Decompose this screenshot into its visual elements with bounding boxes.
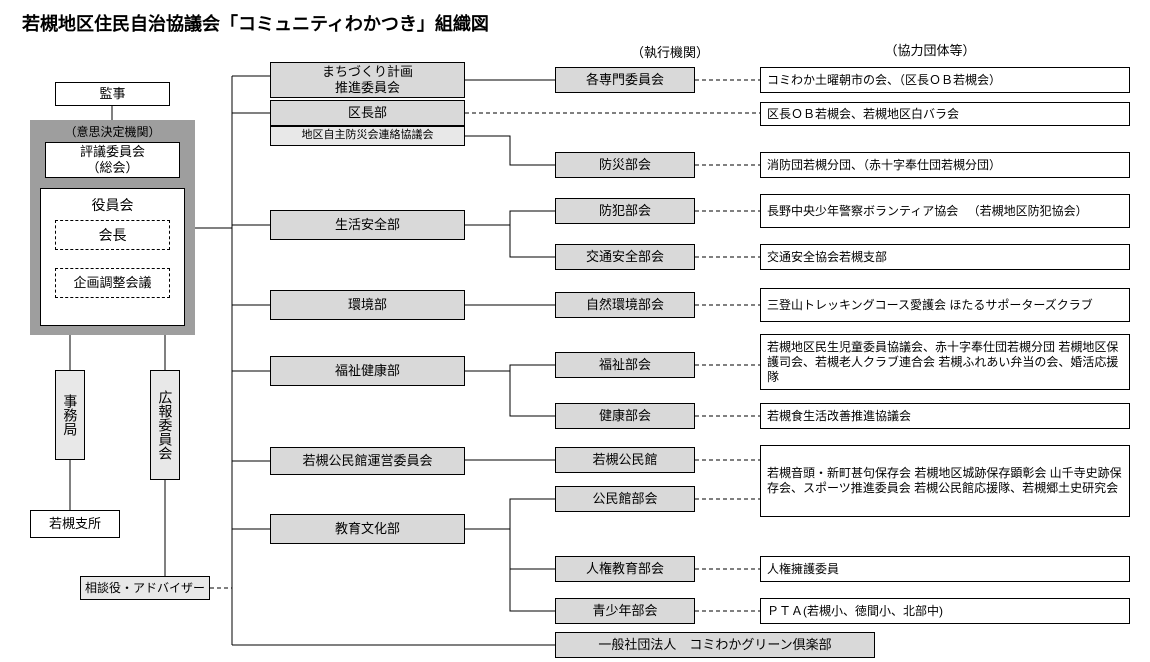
header-exec: （執行機関）: [610, 42, 730, 61]
kikaku-box: 企画調整会議: [55, 268, 170, 298]
coop-2: 区長ＯＢ若槻会、若槻地区白バラ会: [760, 102, 1130, 126]
comm-bousai: 防災部会: [555, 152, 695, 178]
comm-jinken: 人権教育部会: [555, 556, 695, 582]
coop-5: 交通安全協会若槻支部: [760, 244, 1130, 270]
comm-senmon: 各専門委員会: [555, 67, 695, 93]
dept-machizukuri: まちづくり計画 推進委員会: [270, 62, 465, 98]
comm-kenko: 健康部会: [555, 403, 695, 429]
header-decision: （意思決定機関）: [50, 123, 175, 140]
page-title: 若槻地区住民自治協議会「コミュニティわかつき」組織図: [22, 10, 489, 36]
coop-4: 長野中央少年警察ボランティア協会 （若槻地区防犯協会）: [760, 194, 1130, 228]
bottom-corp: 一般社団法人 コミわかグリーン倶楽部: [555, 632, 875, 658]
dept-seikatsu: 生活安全部: [270, 210, 465, 240]
comm-kotsu: 交通安全部会: [555, 244, 695, 270]
coop-8: 若槻食生活改善推進協議会: [760, 403, 1130, 429]
dept-kucho: 区長部: [270, 100, 465, 126]
advisor-box: 相談役・アドバイザー: [80, 576, 210, 600]
coop-11: ＰＴＡ(若槻小、徳間小、北部中): [760, 598, 1130, 624]
dept-kankyo: 環境部: [270, 290, 465, 320]
dept-bousai-sub: 地区自主防災会連絡協議会: [270, 126, 465, 146]
coop-7: 若槻地区民生児童委員協議会、赤十字奉仕団若槻分団 若槻地区保護司会、若槻老人クラ…: [760, 334, 1130, 390]
dept-kyoiku: 教育文化部: [270, 514, 465, 544]
comm-shizen: 自然環境部会: [555, 292, 695, 318]
jimu-box: 事務局: [55, 370, 85, 460]
shisho-box: 若槻支所: [30, 510, 120, 538]
coop-10: 人権擁護委員: [760, 556, 1130, 582]
comm-bouhan: 防犯部会: [555, 198, 695, 224]
kaicho-box: 会長: [55, 220, 170, 250]
kanji-box: 監事: [55, 82, 170, 106]
coop-1: コミわか土曜朝市の会、（区長ＯＢ若槻会）: [760, 67, 1130, 93]
comm-kominkan-bu: 公民館部会: [555, 486, 695, 512]
coop-6: 三登山トレッキングコース愛護会 ほたるサポーターズクラブ: [760, 288, 1130, 322]
coop-3: 消防団若槻分団、（赤十字奉仕団若槻分団）: [760, 152, 1130, 178]
yakuin-label: 役員会: [40, 195, 185, 215]
hyogi-box: 評議委員会 （総会）: [45, 142, 180, 178]
comm-fukushi: 福祉部会: [555, 352, 695, 378]
comm-kominkan: 若槻公民館: [555, 447, 695, 473]
dept-fukushi: 福祉健康部: [270, 356, 465, 386]
dept-kominkan-unei: 若槻公民館運営委員会: [270, 447, 465, 475]
koho-box: 広報委員会: [150, 370, 180, 480]
coop-9: 若槻音頭・新町甚句保存会 若槻地区城跡保存顕彰会 山千寺史跡保存会、スポーツ推進…: [760, 445, 1130, 517]
header-coop: （協力団体等）: [870, 40, 990, 59]
comm-seishonen: 青少年部会: [555, 598, 695, 624]
